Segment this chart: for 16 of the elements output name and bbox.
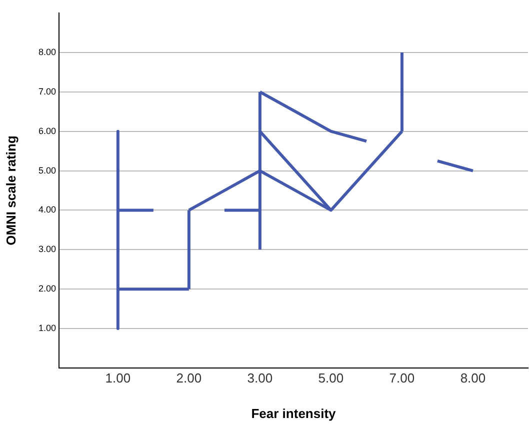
y-tick-label: 7.00 [38, 86, 56, 96]
x-tick-label: 3.00 [247, 370, 273, 386]
y-tick-label: 3.00 [38, 244, 56, 254]
x-tick-label: 8.00 [460, 370, 486, 386]
y-axis-title: OMNI scale rating [3, 136, 18, 246]
y-tick-label: 4.00 [38, 204, 56, 215]
y-tick-label: 8.00 [38, 46, 56, 57]
x-axis-title: Fear intensity [251, 406, 337, 421]
y-tick-label: 6.00 [38, 126, 56, 136]
x-tick-label: 2.00 [176, 370, 202, 386]
y-tick-label: 5.00 [38, 165, 56, 176]
y-tick-label: 2.00 [38, 284, 56, 294]
x-tick-label: 5.00 [318, 370, 344, 386]
x-tick-label: 1.00 [105, 370, 131, 386]
y-tick-label: 1.00 [38, 323, 56, 334]
x-tick-label: 7.00 [389, 370, 415, 386]
